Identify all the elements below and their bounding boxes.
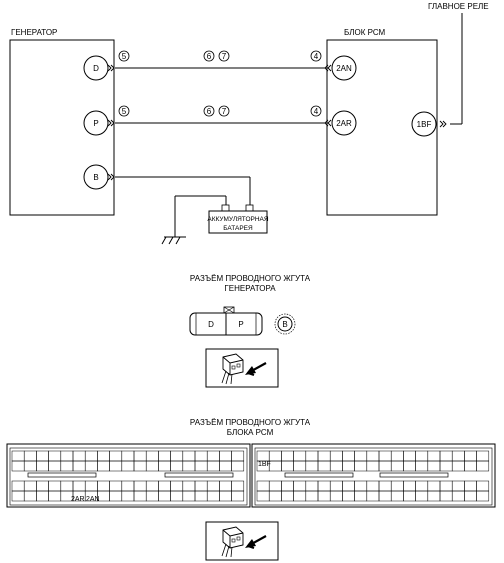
pcm-connector-title-1: РАЗЪЁМ ПРОВОДНОГО ЖГУТА bbox=[190, 418, 311, 427]
gen-connector-title-1: РАЗЪЁМ ПРОВОДНОГО ЖГУТА bbox=[190, 274, 311, 283]
svg-text:4: 4 bbox=[314, 52, 319, 61]
pcm-connector-title-2: БЛОКА РСМ bbox=[227, 428, 274, 437]
pcm-connector-section: РАЗЪЁМ ПРОВОДНОГО ЖГУТА БЛОКА РСМ 2AR 2A… bbox=[6, 418, 496, 561]
svg-text:6: 6 bbox=[207, 107, 212, 116]
terminal-2an-label: 2AN bbox=[336, 64, 352, 73]
terminal-2ar bbox=[331, 110, 357, 136]
terminal-1bf-label: 1BF bbox=[417, 120, 432, 129]
harness-side-view-icon-2 bbox=[205, 521, 279, 561]
pcm-connector-left: 2AR 2AN bbox=[6, 443, 251, 508]
terminal-p-label: P bbox=[93, 119, 98, 128]
battery: АККУМУЛЯТОРНАЯ БАТАРЕЯ bbox=[207, 204, 269, 234]
gen-stud-b: B bbox=[274, 313, 296, 335]
terminal-2an bbox=[331, 55, 357, 81]
wire-d-2an: 5 6 7 4 bbox=[107, 50, 332, 72]
pcm-pin-1bf: 1BF bbox=[258, 461, 271, 468]
pcm-title: БЛОК РСМ bbox=[344, 28, 386, 37]
main-relay-label: ГЛАВНОЕ РЕЛЕ bbox=[428, 2, 489, 11]
pcm-pin-2an: 2AN bbox=[86, 496, 100, 503]
pcm-pin-2ar: 2AR bbox=[71, 496, 85, 503]
ground-symbol bbox=[161, 236, 186, 245]
terminal-p bbox=[83, 110, 109, 136]
svg-text:7: 7 bbox=[222, 52, 227, 61]
svg-text:5: 5 bbox=[122, 107, 127, 116]
wire-p-2ar: 5 6 7 4 bbox=[107, 105, 332, 127]
generator-connector-section: РАЗЪЁМ ПРОВОДНОГО ЖГУТА ГЕНЕРАТОРА D P B bbox=[189, 274, 311, 388]
terminal-d-label: D bbox=[93, 64, 99, 73]
terminal-b-label: B bbox=[93, 173, 98, 182]
svg-text:5: 5 bbox=[122, 52, 127, 61]
terminal-d bbox=[83, 55, 109, 81]
terminal-1bf bbox=[411, 111, 437, 137]
battery-label-1: АККУМУЛЯТОРНАЯ bbox=[207, 216, 268, 223]
generator-block: ГЕНЕРАТОР D P B bbox=[9, 28, 115, 216]
pcm-block: БЛОК РСМ 2AN 2AR 1BF bbox=[326, 28, 447, 216]
terminal-2ar-label: 2AR bbox=[336, 119, 352, 128]
terminal-b bbox=[83, 164, 109, 190]
svg-text:B: B bbox=[282, 320, 287, 329]
gen-connector-title-2: ГЕНЕРАТОРА bbox=[224, 284, 276, 293]
svg-text:4: 4 bbox=[314, 107, 319, 116]
main-relay: ГЛАВНОЕ РЕЛЕ bbox=[428, 2, 489, 125]
harness-side-view-icon bbox=[205, 348, 279, 388]
battery-label-2: БАТАРЕЯ bbox=[223, 225, 253, 232]
gen-pin-p: P bbox=[238, 320, 243, 329]
generator-title: ГЕНЕРАТОР bbox=[11, 28, 57, 37]
svg-text:7: 7 bbox=[222, 107, 227, 116]
pcm-connector-right: 1BF bbox=[251, 443, 496, 508]
gen-connector: D P bbox=[189, 306, 263, 336]
gen-pin-d: D bbox=[208, 320, 214, 329]
wire-b-battery: АККУМУЛЯТОРНАЯ БАТАРЕЯ bbox=[107, 173, 269, 245]
svg-text:6: 6 bbox=[207, 52, 212, 61]
